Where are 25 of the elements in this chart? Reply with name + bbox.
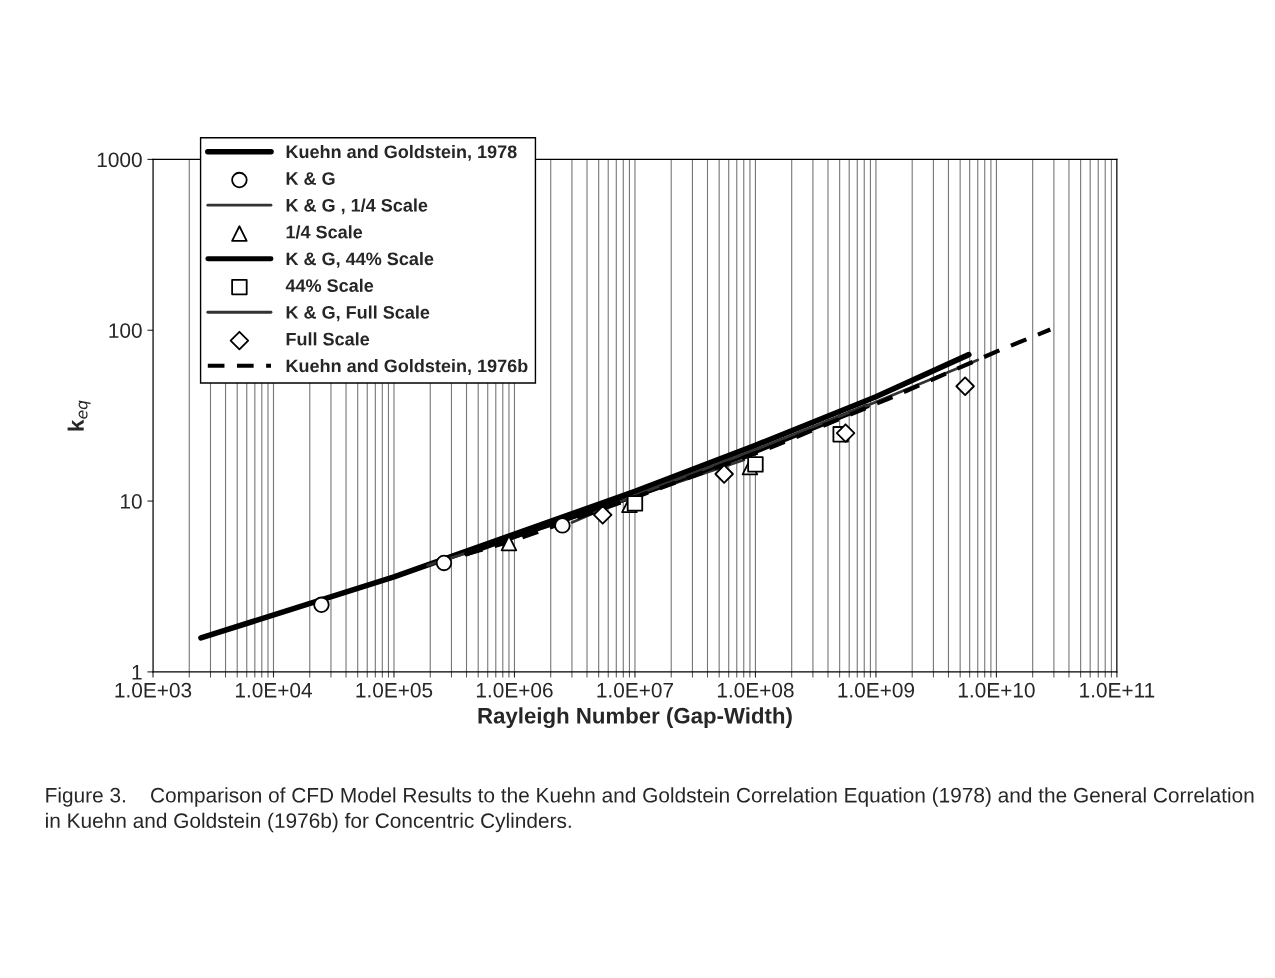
- y-tick-label: 1: [132, 665, 142, 680]
- y-tick-label: 1000: [97, 152, 142, 168]
- y-axis-title: k$_{eq}$: [67, 400, 91, 431]
- x-tick-label: 1.0E+03: [115, 682, 192, 698]
- x-tick-label: 1.0E+10: [958, 682, 1035, 698]
- legend-label: Full Scale: [286, 332, 370, 346]
- x-tick-label: 1.0E+11: [1080, 682, 1155, 698]
- legend-label: Kuehn and Goldstein, 1978: [286, 144, 517, 161]
- legend-label: 1/4 Scale: [286, 225, 363, 239]
- legend-label: K & G , 1/4 Scale: [286, 198, 428, 215]
- legend-label: K & G, Full Scale: [286, 305, 430, 322]
- y-tick-label: 10: [121, 494, 142, 509]
- x-tick-label: 1.0E+07: [597, 682, 673, 698]
- x-tick-label: 1.0E+09: [838, 682, 915, 698]
- legend-label: K & G, 44% Scale: [286, 251, 434, 268]
- caption: Figure 3. Comparison of CFD Model Results to the Kuehn and Goldstein Correlation Equation (1978) and the General Correlation in Kuehn and Goldstein (1976b) for Concentric Cylinders.: [46, 787, 1254, 833]
- x-axis-title: Rayleigh Number (Gap-Width): [478, 707, 792, 729]
- legend-label: K & G: [286, 172, 335, 185]
- legend-label: 44% Scale: [285, 278, 374, 292]
- x-tick-label: 1.0E+08: [717, 682, 794, 698]
- x-tick-label: 1.0E+06: [476, 682, 553, 698]
- x-tick-label: 1.0E+05: [356, 682, 433, 698]
- y-tick-label: 100: [109, 323, 142, 338]
- legend-label: Kuehn and Goldstein, 1976b: [286, 359, 528, 375]
- x-tick-label: 1.0E+04: [235, 682, 312, 698]
